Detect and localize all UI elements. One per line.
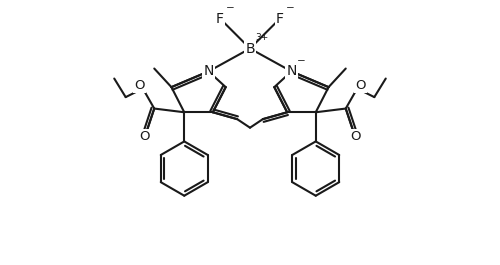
Text: −: −: [286, 3, 294, 13]
Text: O: O: [134, 79, 144, 92]
Text: O: O: [356, 79, 366, 92]
Text: O: O: [350, 130, 360, 143]
Text: 3+: 3+: [255, 33, 268, 42]
Text: −: −: [226, 3, 234, 13]
Text: B: B: [245, 42, 255, 56]
Text: N: N: [204, 64, 214, 78]
Text: −: −: [297, 56, 306, 66]
Text: N: N: [286, 64, 296, 78]
Text: F: F: [216, 11, 224, 25]
Text: O: O: [140, 130, 150, 143]
Text: F: F: [276, 11, 284, 25]
